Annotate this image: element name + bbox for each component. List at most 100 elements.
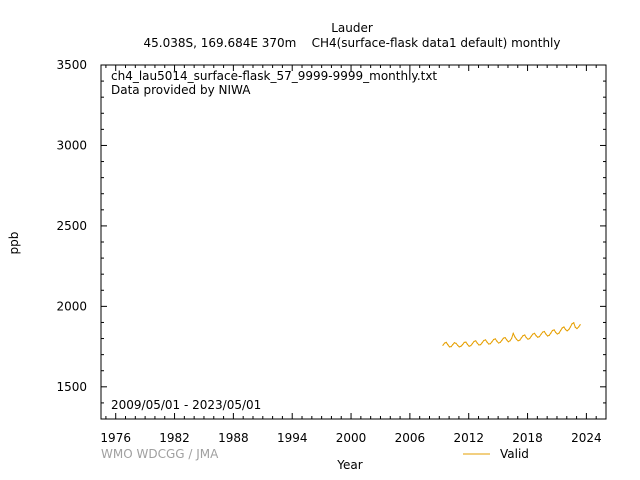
data-point: [540, 333, 542, 335]
data-point: [517, 340, 519, 342]
data-point: [543, 330, 545, 333]
data-point: [510, 337, 513, 340]
y-tick-label: 1500: [56, 380, 87, 394]
axis-tick-labels: 1976 1982 1988 1994 2000 2006 2012 2018 2024 1500…: [56, 58, 601, 445]
data-point: [538, 336, 541, 338]
data-point: [553, 329, 555, 331]
data-point: [550, 332, 552, 334]
data-point: [525, 336, 527, 339]
data-point: [478, 344, 480, 346]
data-point: [529, 337, 531, 340]
x-axis-label: Year: [336, 458, 362, 472]
x-tick-label: 1976: [100, 431, 131, 445]
y-axis-label: ppb: [7, 232, 21, 255]
series-line: [442, 322, 581, 348]
data-point: [556, 333, 558, 335]
data-point: [444, 342, 446, 344]
data-point: [453, 342, 455, 344]
data-point: [497, 342, 500, 344]
data-point: [476, 342, 478, 344]
x-tick-label: 2024: [571, 431, 602, 445]
data-point: [555, 331, 557, 334]
data-point: [481, 342, 483, 344]
data-point: [484, 339, 487, 341]
data-point: [512, 332, 514, 334]
data-point: [483, 339, 485, 342]
data-point: [461, 344, 464, 346]
data-point: [445, 341, 447, 344]
data-point: [465, 341, 467, 343]
data-point: [447, 344, 449, 346]
chart-title: Lauder: [331, 21, 373, 35]
data-point: [507, 341, 509, 343]
data-point: [560, 329, 562, 332]
series-layer: [442, 322, 581, 348]
data-point: [573, 322, 575, 324]
data-point: [448, 346, 451, 348]
credit-label: WMO WDCGG / JMA: [101, 447, 219, 461]
data-point: [471, 343, 473, 345]
data-point: [574, 326, 576, 328]
x-tick-label: 1982: [159, 431, 190, 445]
data-point: [452, 344, 454, 346]
data-point: [542, 331, 544, 333]
date-range-label: 2009/05/01 - 2023/05/01: [111, 398, 261, 412]
legend: Valid: [463, 447, 529, 461]
data-point: [496, 340, 498, 342]
chart-subtitle: 45.038S, 169.684E 370m CH4(surface-flask…: [143, 36, 560, 50]
data-point: [520, 337, 522, 339]
data-point: [458, 346, 460, 348]
data-point: [568, 328, 570, 331]
data-point: [519, 339, 521, 341]
data-point: [460, 345, 462, 347]
data-point: [504, 336, 506, 339]
data-point: [564, 328, 567, 331]
y-tick-label: 2500: [56, 219, 87, 233]
data-point: [578, 326, 580, 328]
data-point: [450, 345, 452, 348]
data-point: [506, 339, 508, 341]
data-point: [548, 334, 550, 336]
data-point: [499, 341, 501, 344]
data-point: [514, 336, 516, 338]
data-point: [530, 335, 532, 337]
data-point: [532, 333, 534, 335]
data-point: [502, 337, 505, 339]
data-point: [489, 343, 491, 345]
data-point: [551, 329, 554, 332]
data-point: [546, 335, 549, 337]
data-point: [488, 343, 490, 345]
data-point: [501, 339, 503, 342]
file-label: ch4_lau5014_surface-flask_57_9999-9999_m…: [111, 69, 437, 83]
y-tick-label: 3000: [56, 138, 87, 152]
data-point: [522, 335, 524, 337]
data-point: [473, 340, 475, 343]
data-point: [466, 343, 469, 345]
x-tick-label: 2000: [336, 431, 367, 445]
data-point: [494, 338, 496, 340]
data-point: [569, 326, 572, 328]
axis-ticks: [101, 64, 607, 420]
data-point: [533, 332, 536, 334]
data-point: [527, 338, 529, 340]
provider-label: Data provided by NIWA: [111, 83, 251, 97]
data-point: [442, 344, 444, 346]
data-point: [579, 324, 581, 326]
data-point: [457, 344, 459, 346]
legend-label: Valid: [500, 447, 529, 461]
data-point: [571, 323, 573, 325]
data-point: [535, 335, 537, 337]
data-point: [509, 340, 511, 342]
x-tick-label: 2006: [395, 431, 426, 445]
x-tick-label: 2018: [512, 431, 543, 445]
data-point: [563, 326, 565, 328]
data-point: [470, 345, 472, 347]
data-point: [468, 345, 470, 347]
data-point: [545, 333, 547, 335]
data-point: [455, 342, 457, 344]
data-point: [561, 327, 563, 329]
y-tick-label: 2000: [56, 299, 87, 313]
data-point: [566, 330, 568, 332]
y-tick-label: 3500: [56, 58, 87, 72]
